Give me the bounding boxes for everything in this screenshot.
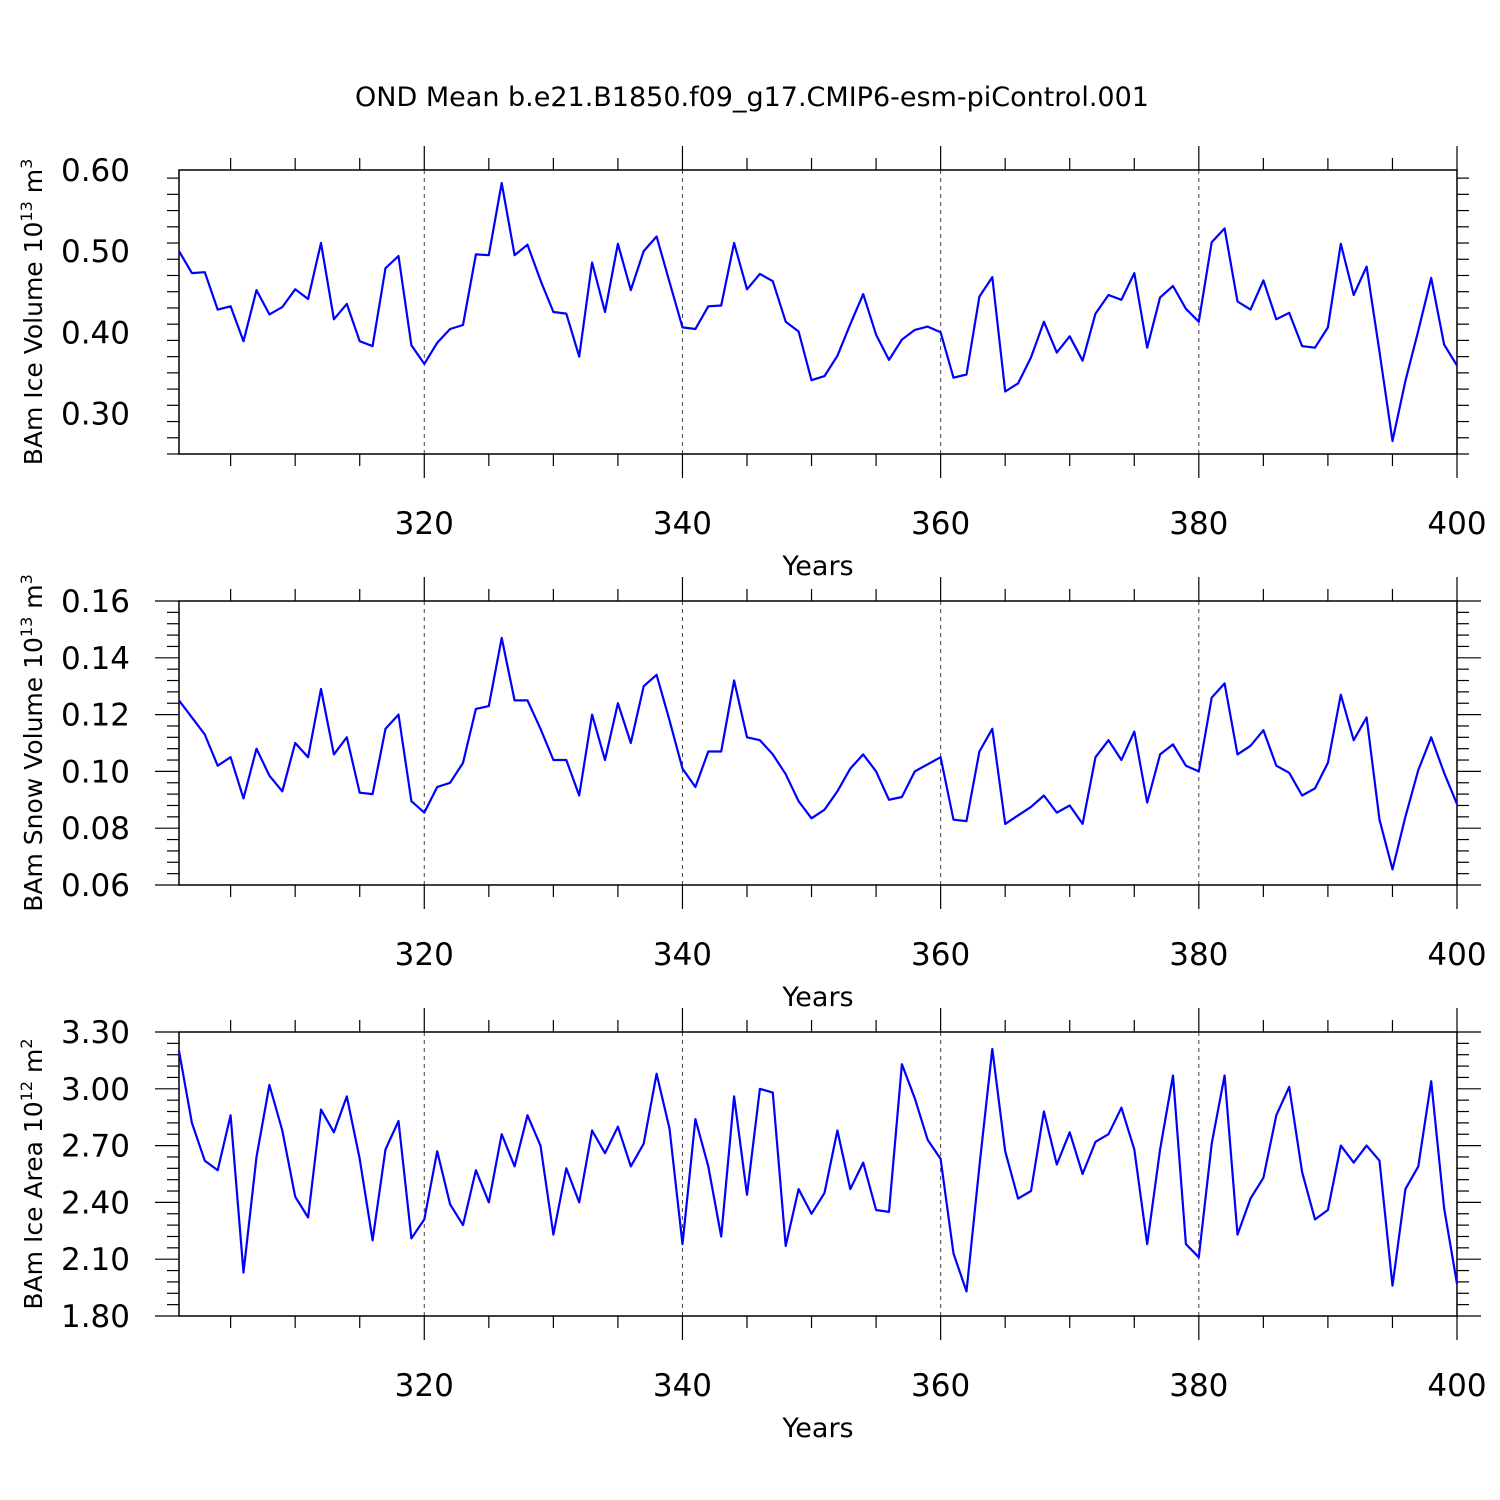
y-tick-label: 0.06	[61, 868, 130, 904]
y-axis-label-unit-exponent: 2	[17, 1038, 36, 1048]
y-axis-label-text: BAm Snow Volume 10	[19, 637, 48, 912]
x-tick-label: 380	[1169, 937, 1228, 973]
series-line	[178, 181, 1458, 443]
y-tick-label: 0.12	[61, 698, 130, 734]
chart-title: OND Mean b.e21.B1850.f09_g17.CMIP6-esm-p…	[355, 82, 1149, 113]
x-tick-label: 400	[1427, 937, 1486, 973]
x-tick-label: 360	[911, 937, 970, 973]
plot-frame	[178, 1031, 1458, 1317]
y-axis-label-unit: m	[19, 1049, 48, 1081]
y-axis-label-exponent: 13	[17, 617, 36, 637]
y-axis-label-exponent: 13	[17, 201, 36, 221]
y-tick-label: 3.00	[61, 1072, 130, 1108]
y-tick-label: 0.60	[61, 153, 130, 189]
x-axis-label: Years	[781, 551, 853, 582]
y-tick-label: 3.30	[61, 1015, 130, 1051]
y-axis-label: BAm Ice Area 1012 m2	[17, 1038, 48, 1309]
series-line	[178, 636, 1459, 871]
panel-1: 320 340 360 380 400 Years 0.30 0.40 0.50 0.60 BAm …	[17, 146, 1487, 582]
panel-2: 320 340 360 380 400 Years 0.06 0.08 0.10 0.12 0.14…	[17, 574, 1487, 1013]
y-tick-label: 2.10	[61, 1242, 130, 1278]
y-axis-label-unit-exponent: 3	[17, 574, 36, 584]
x-tick-label: 380	[1169, 1368, 1228, 1404]
y-axis-label-unit: m	[19, 584, 48, 616]
y-axis-label-text: BAm Ice Area 10	[19, 1101, 48, 1309]
x-axis-label: Years	[781, 1413, 853, 1444]
x-tick-label: 340	[653, 506, 712, 542]
y-axis-label: BAm Snow Volume 1013 m3	[17, 574, 48, 912]
x-tick-label: 360	[911, 1368, 970, 1404]
y-tick-label: 0.10	[61, 754, 130, 790]
x-tick-label: 320	[395, 937, 454, 973]
y-tick-label: 2.40	[61, 1185, 130, 1221]
panel-3: 320 340 360 380 400 Years 1.80 2.10 2.40 2.70 3.00…	[17, 1008, 1487, 1444]
y-tick-label: 0.30	[61, 396, 130, 432]
x-tick-label: 400	[1427, 506, 1486, 542]
x-tick-label: 360	[911, 506, 970, 542]
y-tick-label: 1.80	[61, 1299, 130, 1335]
y-tick-label: 2.70	[61, 1129, 130, 1165]
y-axis-label-unit-exponent: 3	[17, 159, 36, 169]
y-tick-label: 0.50	[61, 234, 130, 270]
plot-frame	[178, 600, 1458, 886]
y-axis-label-exponent: 12	[17, 1081, 36, 1101]
y-tick-label: 0.08	[61, 811, 130, 847]
y-tick-label: 0.16	[61, 584, 130, 620]
y-tick-label: 0.40	[61, 315, 130, 351]
x-tick-label: 340	[653, 937, 712, 973]
y-tick-label: 0.14	[61, 641, 130, 677]
x-tick-label: 380	[1169, 506, 1228, 542]
x-tick-label: 340	[653, 1368, 712, 1404]
plot-frame	[178, 169, 1458, 455]
y-axis-label-unit: m	[19, 169, 48, 201]
x-tick-label: 320	[395, 506, 454, 542]
x-tick-label: 400	[1427, 1368, 1486, 1404]
series-line	[177, 1047, 1459, 1293]
y-axis-label: BAm Ice Volume 1013 m3	[17, 159, 48, 466]
x-axis-label: Years	[781, 982, 853, 1013]
x-tick-label: 320	[395, 1368, 454, 1404]
y-axis-label-text: BAm Ice Volume 10	[19, 222, 48, 466]
